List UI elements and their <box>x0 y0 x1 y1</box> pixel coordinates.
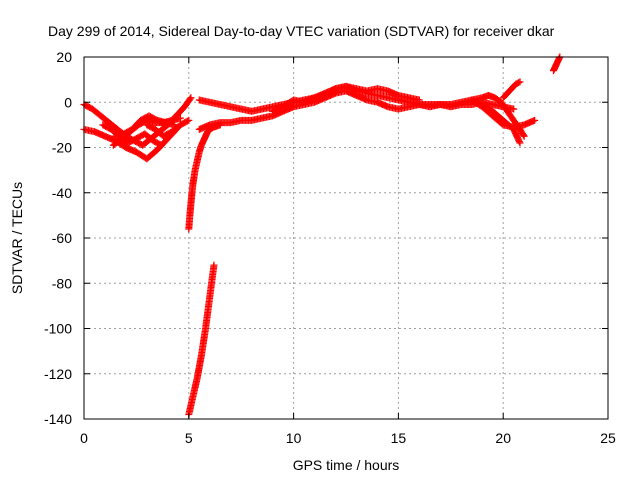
data-point <box>510 105 518 113</box>
y-tick-label: 0 <box>64 94 72 110</box>
data-point <box>176 114 184 122</box>
y-tick-label: -60 <box>52 230 72 246</box>
data-point <box>515 79 523 87</box>
data-point <box>520 132 528 140</box>
y-tick-label: -20 <box>52 140 72 156</box>
series-late-c <box>499 78 524 102</box>
tick-layer: 20 0 -20 -40 -60 -80 -100 -120 -140 0 5 10 15 20 25 <box>44 49 616 446</box>
series-late-b <box>478 101 524 147</box>
series-recovery <box>185 121 224 233</box>
x-tick-label: 5 <box>185 430 193 446</box>
series-trace-e <box>99 121 166 149</box>
data-point <box>210 261 218 269</box>
series-steep <box>185 261 218 418</box>
y-tick-label: 20 <box>56 49 72 65</box>
x-tick-label: 20 <box>495 430 511 446</box>
series-trace-f <box>143 116 193 140</box>
data-point <box>516 78 524 86</box>
x-tick-label: 10 <box>286 430 302 446</box>
chart-title: Day 299 of 2014, Sidereal Day-to-day VTE… <box>48 23 555 39</box>
grid-layer <box>84 57 608 419</box>
data-point <box>531 116 539 124</box>
marker-layer <box>80 53 564 418</box>
data-point <box>516 139 524 147</box>
y-axis-label: SDTVAR / TECUs <box>9 182 25 294</box>
data-point <box>185 116 193 124</box>
data-point <box>519 131 527 139</box>
series-late-a <box>468 91 528 140</box>
y-tick-label: -100 <box>44 321 72 337</box>
data-point <box>415 96 423 104</box>
y-tick-label: -140 <box>44 411 72 427</box>
series-mid-band <box>269 82 423 115</box>
data-point <box>186 95 194 103</box>
y-tick-label: -80 <box>52 275 72 291</box>
x-axis-label: GPS time / hours <box>293 457 400 473</box>
data-point <box>158 141 166 149</box>
series-lower-band <box>195 87 539 133</box>
y-tick-label: -40 <box>52 185 72 201</box>
data-point <box>183 117 191 125</box>
x-tick-label: 0 <box>80 430 88 446</box>
x-tick-label: 15 <box>391 430 407 446</box>
x-tick-label: 25 <box>600 430 616 446</box>
y-tick-label: -120 <box>44 366 72 382</box>
data-point <box>187 94 195 102</box>
data-point <box>156 140 164 148</box>
